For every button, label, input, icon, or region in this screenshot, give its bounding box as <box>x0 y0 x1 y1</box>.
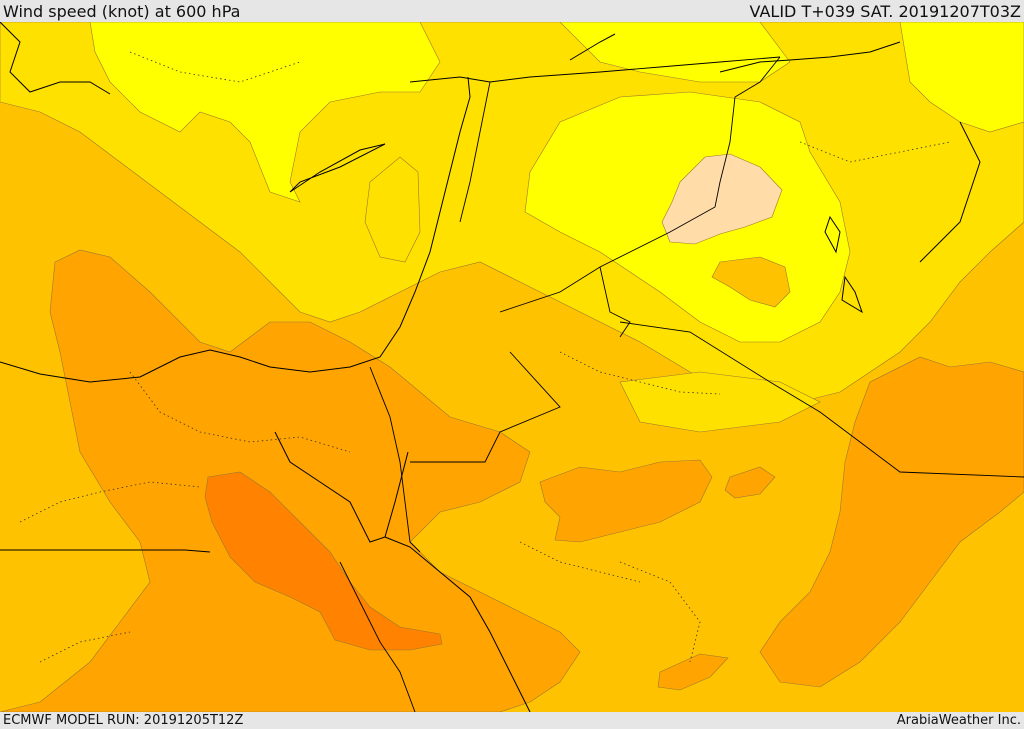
field-lightest-ne <box>899 22 1024 133</box>
field-lightest-north2 <box>559 22 791 83</box>
field-peach <box>661 153 783 245</box>
credit: ArabiaWeather Inc. <box>896 713 1021 728</box>
map-svg <box>0 22 1024 712</box>
borders <box>0 56 1024 712</box>
field-darker-band1 <box>539 459 713 543</box>
field-darker-band2 <box>724 466 776 499</box>
field-darker-east <box>759 356 1024 688</box>
map-title: Wind speed (knot) at 600 hPa <box>3 1 241 21</box>
field-pale-east <box>619 371 821 433</box>
field-lightest-north <box>89 22 441 203</box>
field-darker-west <box>0 249 581 712</box>
footer-bar: ECMWF MODEL RUN: 20191205T12Z ArabiaWeat… <box>0 712 1024 729</box>
field-mid-island <box>711 256 791 308</box>
field-pale-island <box>364 156 421 263</box>
field-darker-band3 <box>657 653 729 691</box>
model-run: ECMWF MODEL RUN: 20191205T12Z <box>3 713 244 728</box>
valid-time: VALID T+039 SAT. 20191207T03Z <box>749 1 1021 21</box>
coastlines <box>0 22 981 712</box>
wind-speed-map <box>0 22 1024 712</box>
header-bar: Wind speed (knot) at 600 hPa VALID T+039… <box>0 0 1024 22</box>
province-lines <box>19 51 951 663</box>
field-darkest <box>204 471 443 651</box>
